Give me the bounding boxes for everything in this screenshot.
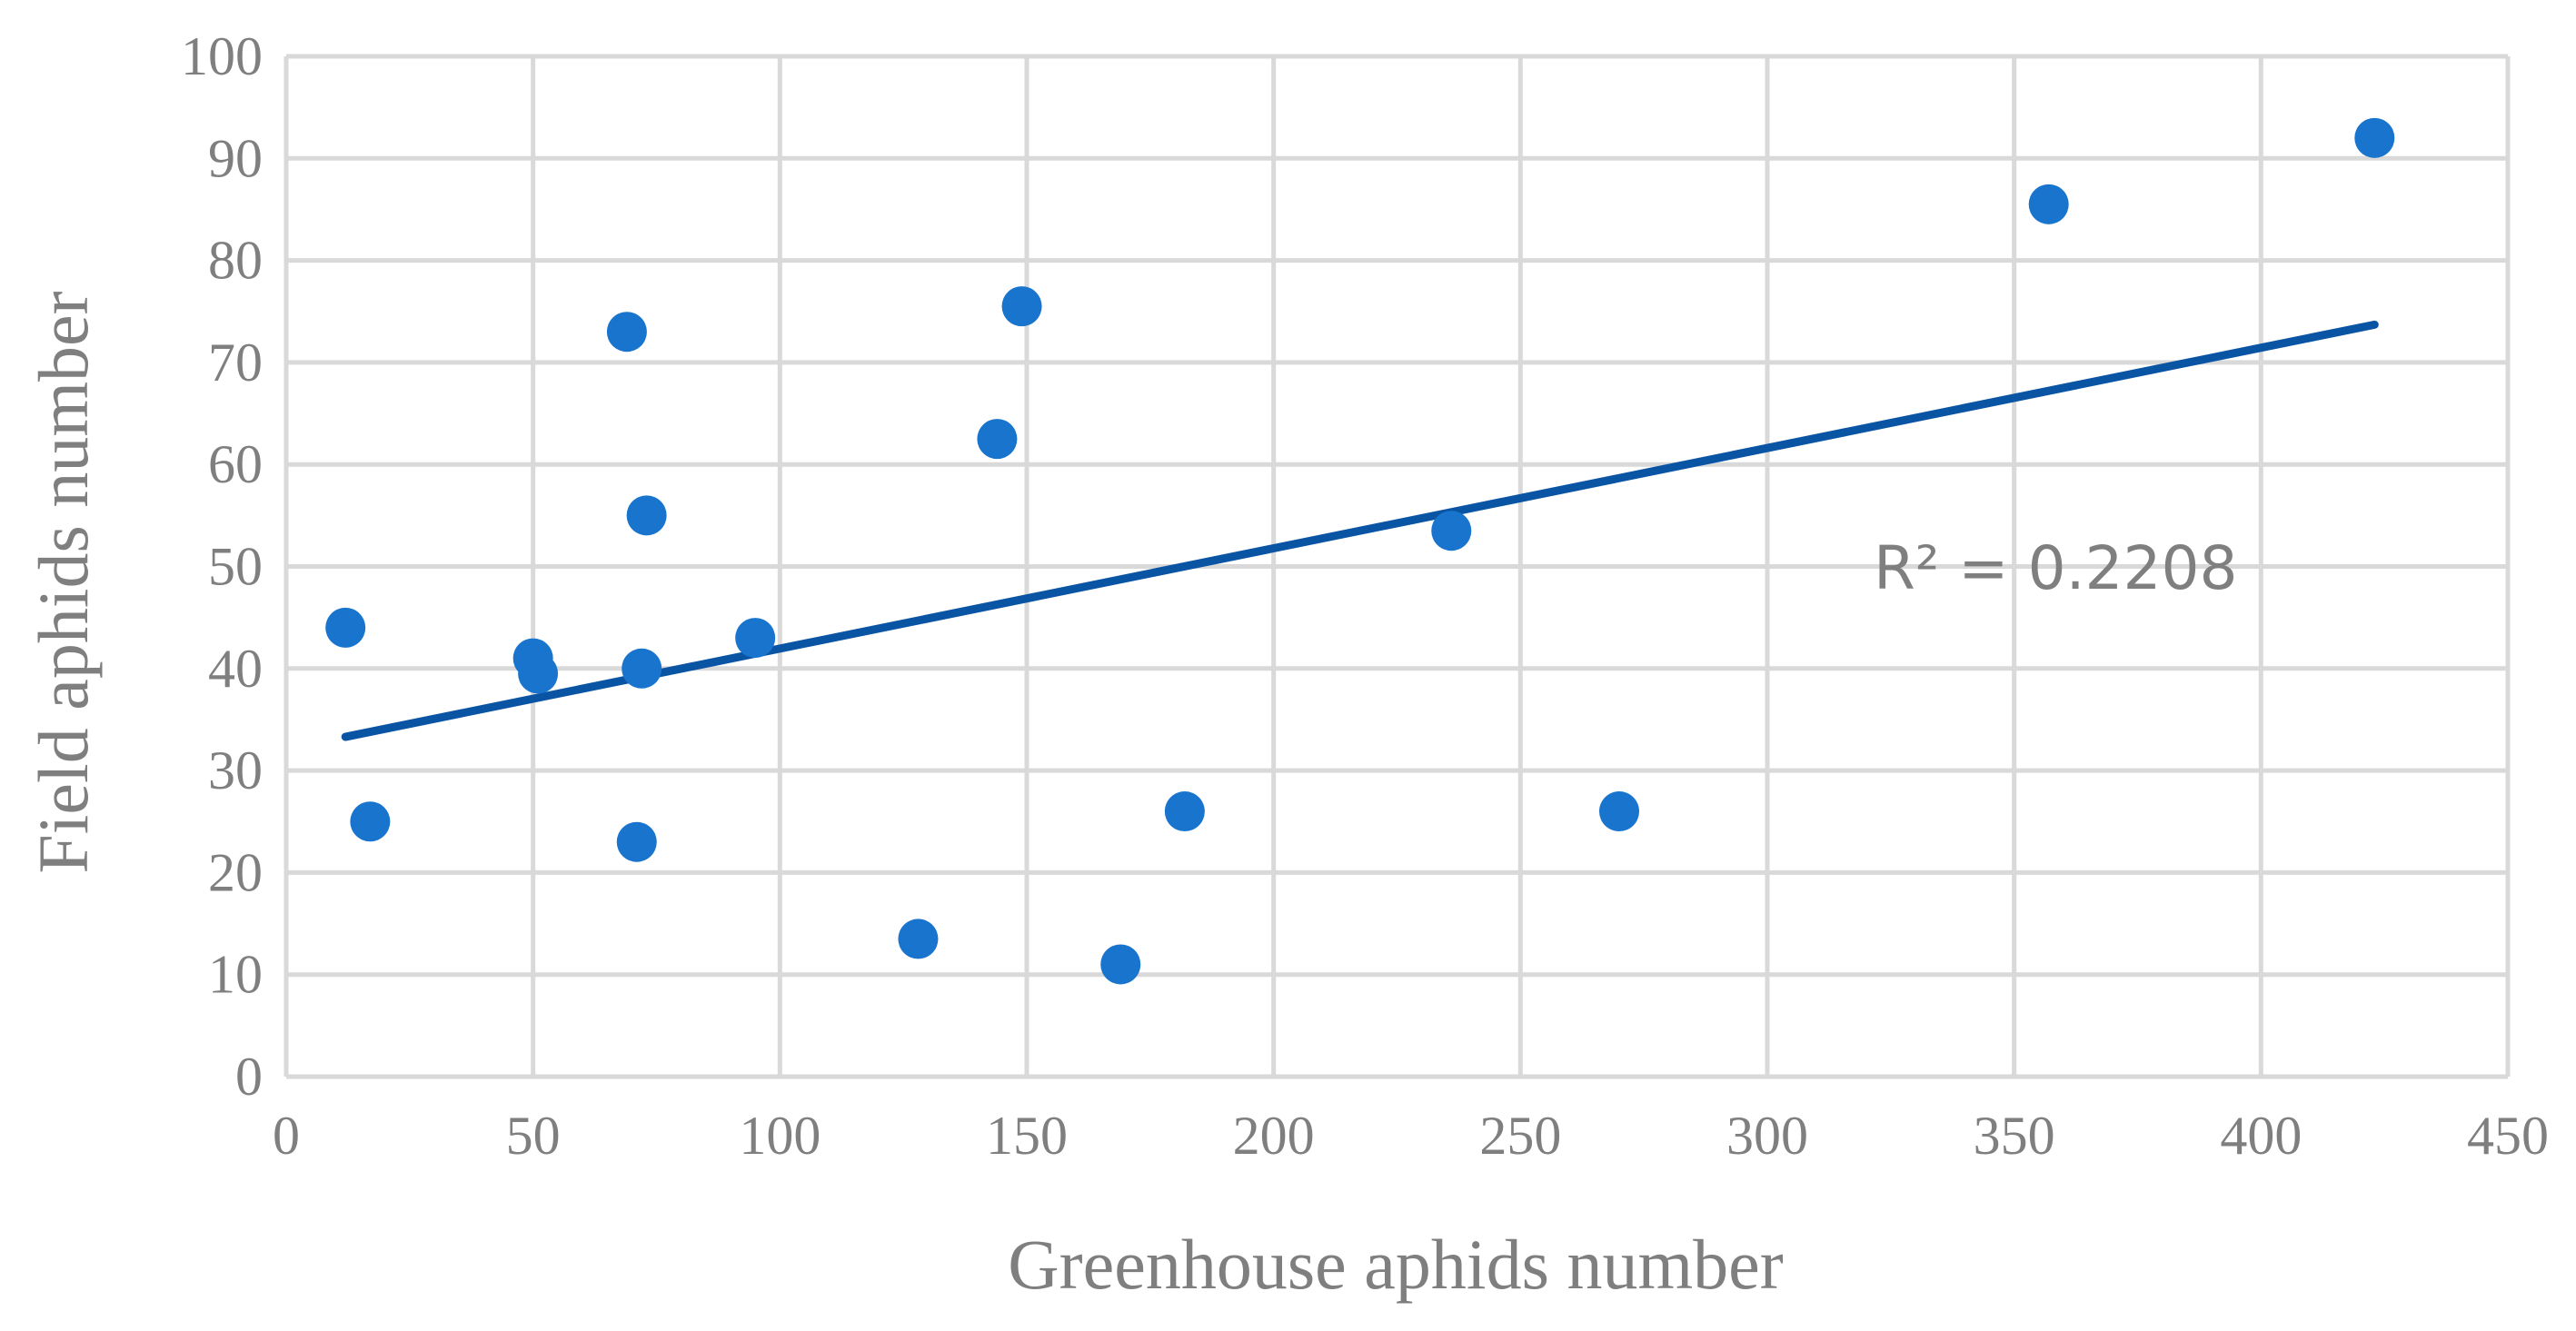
data-point (1001, 286, 1042, 327)
x-tick-label: 350 (1974, 1106, 2055, 1166)
y-axis-title: Field aphids number (24, 291, 103, 873)
y-tick-label: 60 (208, 434, 263, 494)
y-tick-label: 100 (181, 26, 263, 86)
y-tick-label: 90 (208, 128, 263, 188)
data-points (325, 117, 2395, 985)
y-tick-label: 80 (208, 231, 263, 291)
r-squared-annotation: R² = 0.2208 (1874, 533, 2238, 603)
y-tick-label: 10 (208, 945, 263, 1005)
y-tick-label: 30 (208, 740, 263, 800)
x-tick-label: 100 (739, 1106, 821, 1166)
y-tick-label: 40 (208, 639, 263, 699)
trendline-group (341, 320, 2379, 741)
data-point (1431, 511, 1472, 551)
x-axis-ticks: 0 50 100 150 200 250 300 350 400 450 (273, 1106, 2549, 1166)
y-tick-label: 70 (208, 333, 263, 392)
data-point (977, 419, 1018, 460)
data-point (350, 801, 391, 842)
data-point (616, 821, 657, 862)
data-point (325, 607, 366, 648)
data-point (622, 648, 662, 689)
data-point (898, 919, 939, 959)
x-tick-label: 250 (1479, 1106, 1561, 1166)
data-point (518, 653, 559, 694)
y-tick-label: 20 (208, 842, 263, 902)
data-point (1164, 791, 1205, 832)
data-point (1599, 791, 1639, 832)
x-tick-label: 150 (986, 1106, 1068, 1166)
x-tick-label: 50 (506, 1106, 561, 1166)
data-point (626, 495, 667, 536)
x-tick-label: 200 (1233, 1106, 1315, 1166)
x-tick-label: 450 (2467, 1106, 2549, 1166)
x-tick-label: 300 (1726, 1106, 1808, 1166)
grid (283, 54, 2511, 1079)
data-point (735, 618, 776, 659)
data-point (606, 312, 647, 353)
data-point (2028, 184, 2069, 224)
data-point (1100, 944, 1141, 985)
y-tick-label: 50 (208, 537, 263, 597)
trendline (341, 320, 2379, 741)
x-tick-label: 400 (2220, 1106, 2302, 1166)
x-axis-title: Greenhouse aphids number (1008, 1225, 1783, 1304)
y-axis-ticks: 0 10 20 30 40 50 60 70 80 90 100 (181, 26, 263, 1107)
data-point (2354, 117, 2395, 158)
y-tick-label: 0 (235, 1047, 263, 1107)
x-tick-label: 0 (273, 1106, 300, 1166)
